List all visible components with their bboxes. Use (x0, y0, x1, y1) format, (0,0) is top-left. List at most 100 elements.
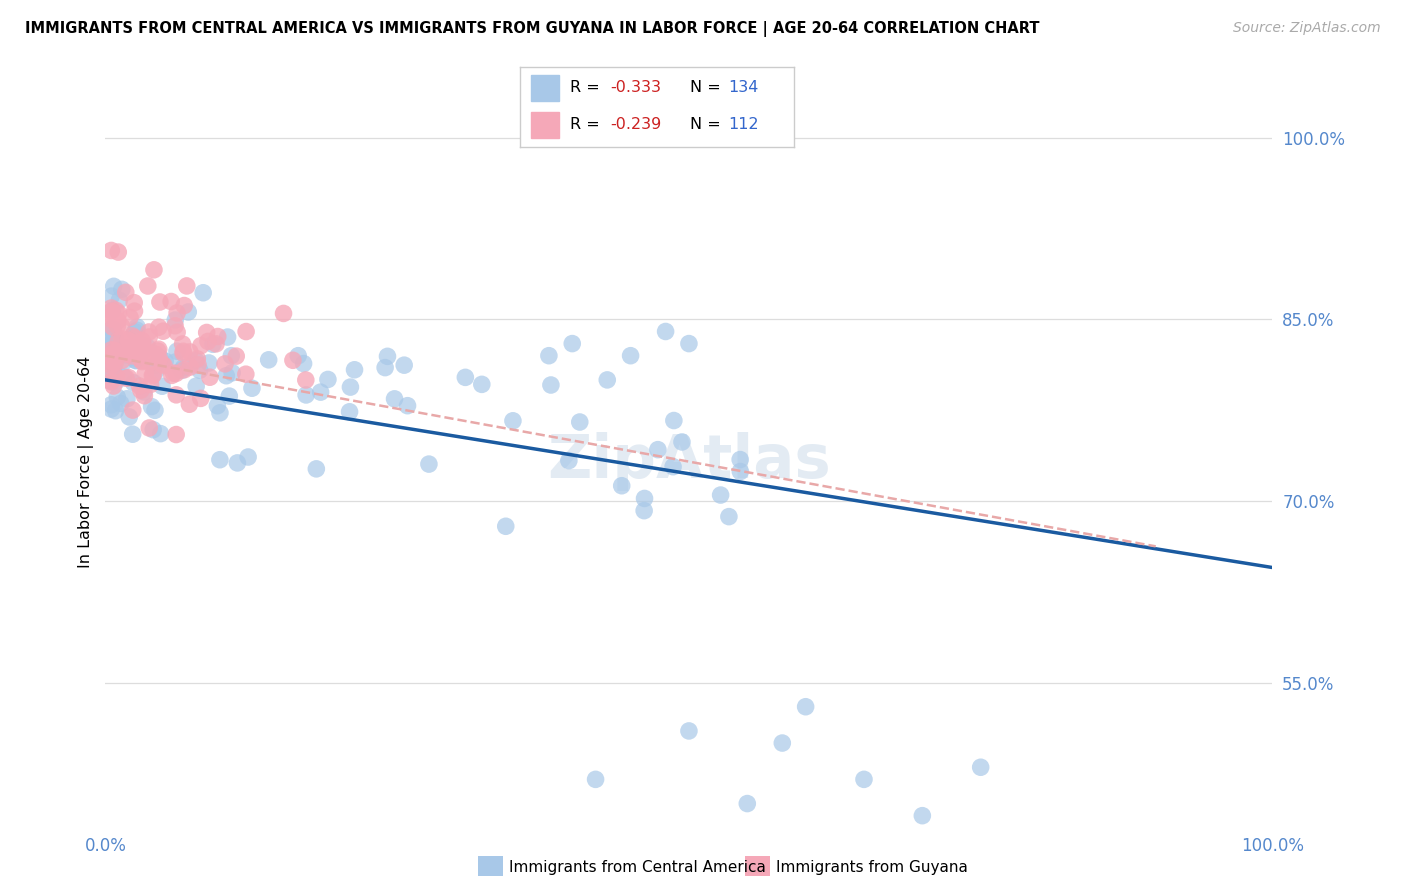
Point (148, 343, 170, 357)
Point (207, 399, 229, 413)
Point (103, 379, 125, 393)
Point (163, 355, 186, 369)
Point (166, 306, 188, 320)
Point (118, 370, 141, 384)
Point (129, 353, 152, 368)
Point (208, 452, 231, 467)
Point (561, 336, 583, 351)
Point (127, 346, 149, 360)
Point (149, 351, 172, 365)
Point (107, 306, 129, 320)
Point (100, 347, 122, 361)
Point (218, 389, 240, 403)
Point (131, 354, 153, 368)
Point (121, 403, 143, 417)
Point (633, 503, 655, 517)
Point (160, 368, 183, 383)
Point (678, 723, 700, 738)
Point (166, 344, 188, 359)
Point (114, 345, 136, 359)
Point (103, 337, 125, 351)
Point (125, 323, 148, 337)
Point (121, 349, 143, 363)
Point (662, 413, 685, 427)
Bar (531, 75, 558, 101)
Point (131, 334, 153, 348)
Point (124, 325, 146, 339)
Point (610, 479, 633, 493)
Point (138, 345, 160, 359)
Point (120, 343, 142, 357)
Point (392, 358, 415, 372)
Point (138, 421, 160, 435)
Point (122, 346, 145, 360)
Point (165, 367, 187, 381)
Point (316, 372, 339, 386)
Point (295, 373, 318, 387)
Text: 134: 134 (728, 80, 759, 95)
Point (671, 434, 693, 449)
Point (152, 324, 174, 338)
Point (115, 348, 138, 362)
Point (136, 279, 159, 293)
Point (502, 414, 524, 428)
Point (125, 351, 148, 366)
Point (101, 331, 124, 345)
Point (101, 348, 124, 362)
Point (190, 339, 212, 353)
Point (122, 346, 145, 360)
Point (121, 329, 143, 343)
Point (172, 346, 194, 360)
Point (166, 325, 188, 339)
Point (104, 403, 127, 417)
Text: -0.333: -0.333 (610, 80, 662, 95)
Point (143, 403, 166, 417)
Point (132, 335, 155, 350)
Point (153, 354, 176, 368)
Point (165, 318, 187, 333)
Point (103, 359, 125, 374)
Point (558, 453, 581, 467)
Point (235, 368, 257, 382)
Point (309, 385, 332, 400)
Point (215, 368, 238, 383)
Point (131, 338, 153, 352)
Point (145, 364, 167, 378)
Point (339, 405, 361, 419)
Point (179, 359, 201, 374)
Point (188, 363, 211, 377)
Point (107, 314, 129, 328)
Point (110, 396, 132, 410)
Point (136, 341, 159, 355)
Point (186, 351, 208, 366)
Point (100, 342, 122, 356)
Point (100, 375, 122, 389)
Point (103, 334, 125, 348)
Point (139, 355, 162, 369)
Point (103, 279, 125, 293)
Point (148, 320, 170, 334)
Point (122, 295, 145, 310)
Point (101, 303, 124, 318)
Point (214, 357, 236, 371)
Point (125, 320, 148, 334)
Point (107, 245, 129, 260)
Bar (531, 112, 558, 137)
Point (281, 353, 304, 368)
Point (100, 244, 122, 258)
Point (124, 304, 146, 318)
Text: IMMIGRANTS FROM CENTRAL AMERICA VS IMMIGRANTS FROM GUYANA IN LABOR FORCE | AGE 2: IMMIGRANTS FROM CENTRAL AMERICA VS IMMIG… (25, 21, 1040, 37)
Point (221, 349, 243, 363)
Point (100, 354, 122, 368)
Point (100, 351, 122, 365)
Point (142, 423, 165, 437)
Point (104, 303, 127, 318)
Point (118, 409, 141, 424)
Point (217, 330, 239, 344)
Point (110, 340, 132, 354)
Point (201, 337, 224, 351)
Point (105, 370, 128, 384)
Point (179, 397, 201, 411)
Point (115, 371, 138, 385)
Point (127, 338, 149, 352)
